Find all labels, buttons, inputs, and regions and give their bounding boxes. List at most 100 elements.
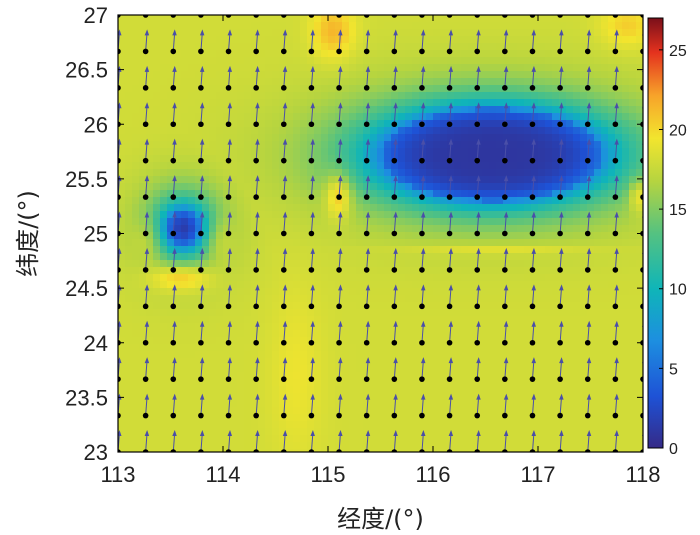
heat-cell <box>188 127 196 135</box>
heat-cell <box>517 204 525 212</box>
heat-cell <box>496 50 504 58</box>
heat-cell <box>629 393 637 401</box>
heat-cell <box>167 393 175 401</box>
heat-cell <box>412 204 420 212</box>
heat-cell <box>384 421 392 429</box>
heat-cell <box>510 372 518 380</box>
heat-cell <box>454 246 462 254</box>
heat-cell <box>370 155 378 163</box>
heat-cell <box>566 330 574 338</box>
heat-cell <box>202 281 210 289</box>
heat-cell <box>538 92 546 100</box>
heat-cell <box>615 253 623 261</box>
heat-cell <box>447 134 455 142</box>
heat-cell <box>601 365 609 373</box>
heat-cell <box>321 400 329 408</box>
heat-cell <box>440 225 448 233</box>
heat-cell <box>118 169 126 177</box>
heat-cell <box>377 449 385 452</box>
heat-cell <box>615 288 623 296</box>
heat-cell <box>244 141 252 149</box>
heat-cell <box>608 197 616 205</box>
heat-cell <box>594 274 602 282</box>
heat-cell <box>433 92 441 100</box>
heat-cell <box>482 407 490 415</box>
vector-arrow <box>363 29 371 55</box>
heat-cell <box>552 260 560 268</box>
heat-cell <box>244 442 252 450</box>
heat-cell <box>321 134 329 142</box>
heat-cell <box>461 211 469 219</box>
heat-cell <box>384 372 392 380</box>
heat-cell <box>391 15 399 23</box>
heat-cell <box>202 442 210 450</box>
heat-cell <box>244 176 252 184</box>
heat-cell <box>545 169 553 177</box>
heat-cell <box>279 43 287 51</box>
heat-cell <box>468 141 476 149</box>
heat-cell <box>363 15 371 23</box>
heat-cell <box>517 344 525 352</box>
heat-cell <box>195 316 203 324</box>
heat-cell <box>125 197 133 205</box>
heat-cell <box>293 232 301 240</box>
heat-cell <box>307 92 315 100</box>
heat-cell <box>559 204 567 212</box>
heat-cell <box>370 176 378 184</box>
heat-cell <box>272 71 280 79</box>
heat-cell <box>531 225 539 233</box>
heat-cell <box>356 43 364 51</box>
heat-cell <box>377 330 385 338</box>
heat-cell <box>272 421 280 429</box>
heat-cell <box>517 85 525 93</box>
heat-cell <box>293 365 301 373</box>
heat-cell <box>328 323 336 331</box>
heat-cell <box>412 421 420 429</box>
heat-cell <box>209 162 217 170</box>
heat-cell <box>496 127 504 135</box>
heat-cell <box>216 337 224 345</box>
heat-cell <box>398 316 406 324</box>
heat-cell <box>405 246 413 254</box>
heat-cell <box>132 22 140 30</box>
heat-cell <box>279 260 287 268</box>
heat-cell <box>356 379 364 387</box>
heat-cell <box>461 148 469 156</box>
heat-cell <box>496 43 504 51</box>
heat-cell <box>517 232 525 240</box>
heat-cell <box>160 330 168 338</box>
heat-cell <box>139 351 147 359</box>
heat-cell <box>230 400 238 408</box>
heat-cell <box>433 330 441 338</box>
heat-cell <box>538 232 546 240</box>
heat-cell <box>118 253 126 261</box>
vector-arrow <box>612 29 619 55</box>
heat-cell <box>412 127 420 135</box>
heat-cell <box>517 64 525 72</box>
heat-cell <box>398 190 406 198</box>
heat-cell <box>587 120 595 128</box>
vector-arrow <box>529 15 536 18</box>
heat-cell <box>279 162 287 170</box>
heat-cell <box>440 183 448 191</box>
heat-cell <box>265 120 273 128</box>
heat-cell <box>356 351 364 359</box>
heat-cell <box>132 190 140 198</box>
heat-cell <box>181 323 189 331</box>
heat-cell <box>503 295 511 303</box>
heat-cell <box>510 267 518 275</box>
vector-arrow <box>142 15 149 18</box>
heat-cell <box>265 274 273 282</box>
heat-cell <box>118 421 126 429</box>
heat-cell <box>293 36 301 44</box>
heat-cell <box>153 358 161 366</box>
heat-cell <box>209 302 217 310</box>
heat-cell <box>377 253 385 261</box>
heat-cell <box>293 106 301 114</box>
heat-cell <box>188 162 196 170</box>
heat-cell <box>300 323 308 331</box>
heat-cell <box>601 330 609 338</box>
heat-cell <box>440 239 448 247</box>
heat-cell <box>482 92 490 100</box>
heat-cell <box>258 197 266 205</box>
